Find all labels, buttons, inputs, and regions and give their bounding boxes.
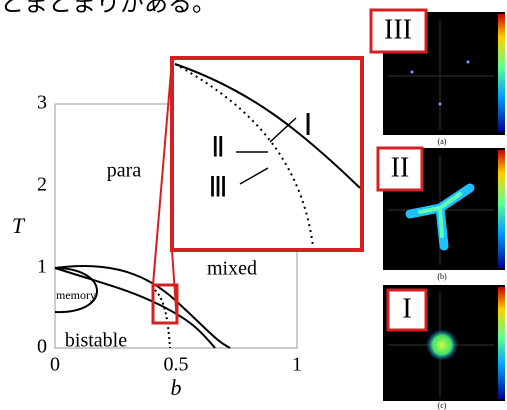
dot (411, 71, 414, 74)
inset-label: Ⅲ (208, 172, 227, 203)
x-tick-label: 1 (292, 354, 302, 376)
colorbar (498, 150, 505, 268)
x-tick-label: 0.5 (164, 354, 189, 376)
figure: とまとまりがある。 3 2 1 0 0 0.5 1 T b para mixed… (0, 0, 507, 410)
dot (439, 103, 442, 106)
panel: (b) II (378, 148, 505, 281)
blob (426, 329, 458, 361)
region-label: para (107, 160, 142, 182)
zoom-line (153, 60, 172, 285)
panel: (a) III (371, 10, 505, 146)
colorbar (498, 14, 505, 132)
panel: (c) I (383, 285, 505, 410)
y-axis-label: T (12, 213, 26, 238)
dotted-curve (155, 290, 170, 348)
inset-label: Ⅱ (211, 132, 225, 163)
page: とまとまりがある。 3 2 1 0 0 0.5 1 T b para mixed… (0, 0, 507, 410)
panel-caption: (b) (437, 272, 447, 281)
panel-label: III (384, 14, 412, 45)
inset-box (172, 58, 362, 250)
panel-caption: (a) (438, 137, 447, 146)
region-label: bistable (65, 330, 127, 352)
y-tick-label: 2 (37, 174, 47, 196)
region-label: memory (56, 288, 96, 302)
y-tick-label: 1 (37, 256, 47, 278)
colorbar (498, 287, 505, 399)
x-axis-label: b (171, 375, 182, 400)
panel-caption: (c) (438, 401, 447, 410)
y-tick-label: 0 (37, 336, 47, 358)
inset-label: Ⅰ (304, 109, 313, 142)
panel-label: I (402, 293, 411, 324)
x-tick-label: 0 (50, 354, 60, 376)
dot (467, 61, 470, 64)
panel-label: II (391, 152, 410, 183)
region-label: mixed (207, 258, 257, 280)
y-tick-label: 3 (37, 92, 47, 114)
header-text: とまとまりがある。 (0, 0, 216, 17)
